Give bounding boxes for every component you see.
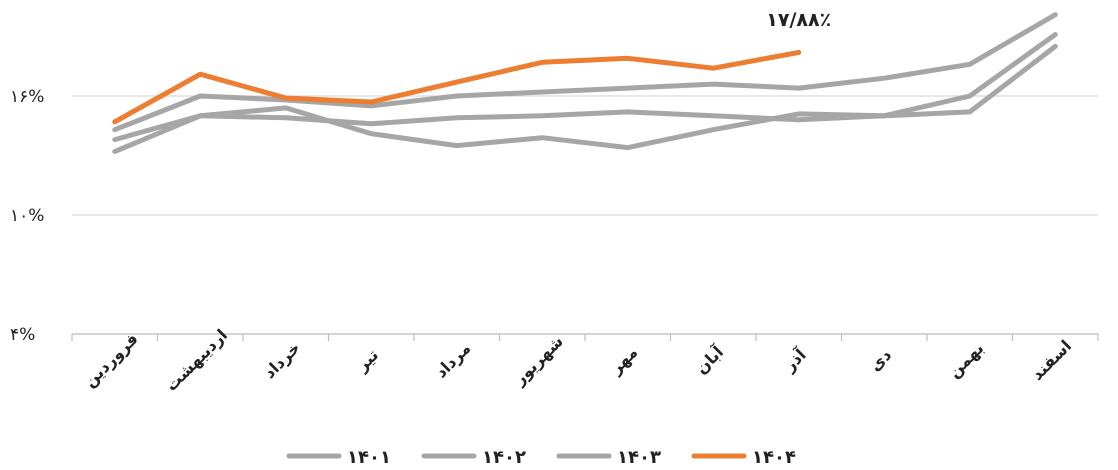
- y-tick-label: ۴%: [10, 325, 35, 345]
- legend-item: ۱۴۰۴: [691, 447, 796, 468]
- x-tick-label: فروردین: [80, 329, 142, 391]
- legend-label: ۱۴۰۳: [617, 447, 661, 468]
- gridlines: [72, 95, 1098, 335]
- x-tick-label: خرداد: [260, 338, 304, 382]
- y-axis-labels: ۴% ۱۰% ۱۶%: [10, 87, 44, 345]
- series-line-4: [112, 49, 802, 125]
- series-line-3: [112, 12, 1058, 133]
- x-tick-label: مرداد: [431, 339, 474, 382]
- x-tick-label: تیر: [352, 345, 382, 375]
- legend-item: ۱۴۰۳: [556, 447, 661, 468]
- legend: ۱۴۰۱ ۱۴۰۲ ۱۴۰۳ ۱۴۰۴: [286, 447, 796, 468]
- annotations: ۱۷/۸۸٪: [766, 9, 831, 31]
- x-axis-labels: فروردین اردیبهشت خرداد تیر مرداد شهریور مهر آبا…: [80, 325, 1075, 394]
- y-tick-label: ۱۰%: [10, 206, 44, 226]
- x-tick-label: مهر: [606, 343, 642, 379]
- series-lines: [112, 12, 1058, 154]
- x-tick-label: بهمن: [944, 339, 987, 382]
- data-label: ۱۷/۸۸٪: [766, 9, 831, 31]
- legend-label: ۱۴۰۱: [347, 447, 391, 468]
- x-tick-label: اردیبهشت: [162, 325, 231, 394]
- x-axis: [71, 333, 1099, 341]
- x-tick-label: دی: [866, 345, 896, 375]
- legend-label: ۱۴۰۴: [752, 447, 796, 468]
- x-tick-label: شهریور: [509, 332, 567, 390]
- x-tick-label: اسفند: [1027, 336, 1075, 384]
- x-tick-label: آبان: [691, 341, 728, 378]
- legend-item: ۱۴۰۲: [421, 447, 526, 468]
- series-line-1: [112, 43, 1058, 154]
- legend-item: ۱۴۰۱: [286, 447, 391, 468]
- legend-label: ۱۴۰۲: [482, 447, 526, 468]
- series-line-2: [112, 32, 1058, 143]
- x-tick-label: آذر: [779, 344, 810, 375]
- y-tick-label: ۱۶%: [10, 87, 44, 107]
